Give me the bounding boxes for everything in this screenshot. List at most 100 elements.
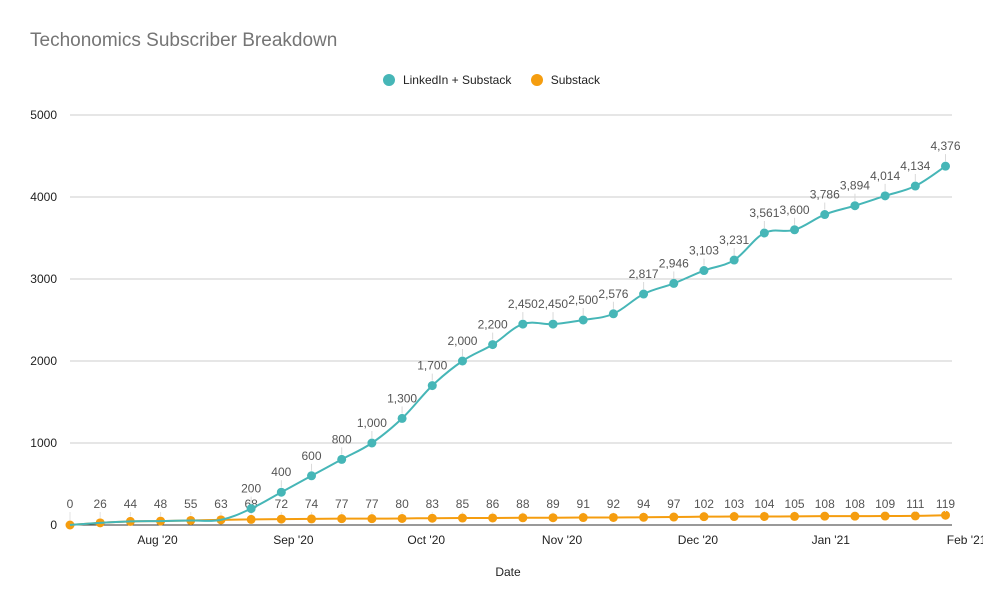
- data-point: [246, 514, 256, 524]
- data-point: [548, 319, 558, 329]
- data-point: [307, 471, 317, 481]
- data-label: 2,500: [568, 293, 598, 307]
- data-label: 4,376: [930, 139, 960, 153]
- data-label: 200: [241, 482, 261, 496]
- data-label: 94: [637, 497, 651, 511]
- y-tick-label: 1000: [30, 436, 57, 450]
- data-point: [729, 255, 739, 265]
- data-label: 108: [845, 497, 865, 511]
- legend-marker-substack: [530, 74, 543, 86]
- data-point: [910, 181, 920, 191]
- data-label: 55: [184, 497, 198, 511]
- data-point: [307, 514, 317, 524]
- data-point: [759, 228, 769, 238]
- data-label: 111: [906, 497, 925, 511]
- data-point: [427, 513, 437, 523]
- data-point: [941, 161, 950, 171]
- data-label: 77: [335, 497, 349, 511]
- data-point: [608, 309, 618, 319]
- data-label: 74: [305, 497, 319, 511]
- data-label: 3,561: [749, 206, 779, 220]
- data-point: [367, 514, 377, 524]
- legend-item-linkedin-substack[interactable]: LinkedIn + Substack: [382, 73, 511, 87]
- data-label: 119: [936, 497, 955, 511]
- data-label: 3,231: [719, 233, 749, 247]
- data-label: 77: [365, 497, 379, 511]
- data-label: 3,894: [840, 179, 870, 193]
- data-point: [578, 315, 588, 325]
- data-point: [457, 356, 467, 366]
- data-point: [276, 514, 286, 524]
- x-tick-label: Aug '20: [137, 533, 178, 547]
- data-point: [367, 438, 377, 448]
- series-line-linkedin-substack: [69, 165, 947, 526]
- data-point: [397, 413, 407, 423]
- data-label: 2,200: [478, 318, 508, 332]
- data-point: [639, 512, 649, 522]
- data-point: [608, 512, 618, 522]
- data-point: [457, 513, 467, 523]
- series-substack: 0 26 44 48 55 63 68 72 74 77 77 80 83 85 86 88 89 91 92 94 9…: [65, 497, 955, 530]
- data-point: [880, 511, 890, 521]
- y-tick-label: 0: [50, 518, 57, 532]
- series-group: 0 26 44 48 55 63 68 72 74 77 77 80 83 85 86 88 89 91 92 94 9…: [65, 139, 961, 530]
- data-point: [578, 513, 588, 523]
- data-label: 0: [67, 497, 74, 511]
- x-tick-label: Sep '20: [273, 533, 314, 547]
- data-point: [699, 266, 709, 276]
- y-tick-label: 4000: [30, 190, 57, 204]
- data-point: [790, 225, 800, 235]
- chart-title: Techonomics Subscriber Breakdown: [30, 30, 338, 51]
- data-label: 103: [724, 497, 744, 511]
- x-axis-title: Date: [495, 565, 521, 579]
- series-linkedin-substack: 2004006008001,0001,3001,7002,0002,2002,4…: [69, 139, 961, 526]
- x-tick-label: Oct '20: [407, 533, 445, 547]
- data-point: [941, 510, 950, 520]
- data-point: [880, 191, 890, 201]
- data-point: [729, 512, 739, 522]
- data-label: 44: [124, 497, 138, 511]
- data-label: 4,014: [870, 169, 900, 183]
- data-label: 72: [275, 497, 289, 511]
- data-label: 108: [815, 497, 835, 511]
- data-point: [488, 340, 498, 350]
- data-label: 400: [271, 465, 291, 479]
- legend-label-substack: Substack: [550, 73, 601, 87]
- data-label: 48: [154, 497, 168, 511]
- legend: LinkedIn + Substack Substack: [0, 73, 983, 89]
- data-point: [669, 278, 679, 288]
- x-tick-label: Nov '20: [542, 533, 583, 547]
- data-label: 89: [546, 497, 560, 511]
- data-label: 800: [332, 432, 352, 446]
- data-label: 3,600: [780, 203, 810, 217]
- data-label: 92: [607, 497, 621, 511]
- data-point: [548, 513, 558, 523]
- data-label: 104: [754, 497, 774, 511]
- data-point: [397, 513, 407, 523]
- data-point: [518, 319, 528, 329]
- y-tick-label: 3000: [30, 272, 57, 286]
- y-tick-label: 5000: [30, 108, 57, 122]
- data-label: 105: [785, 497, 805, 511]
- data-point: [820, 210, 830, 220]
- data-label: 80: [395, 497, 409, 511]
- data-label: 102: [694, 497, 714, 511]
- data-label: 1,300: [387, 391, 417, 405]
- data-point: [337, 514, 347, 524]
- legend-item-substack[interactable]: Substack: [530, 73, 601, 87]
- x-tick-label: Dec '20: [678, 533, 719, 547]
- data-label: 2,000: [447, 334, 477, 348]
- data-point: [759, 511, 769, 521]
- data-label: 2,576: [598, 287, 628, 301]
- data-label: 83: [426, 497, 440, 511]
- data-label: 97: [667, 497, 681, 511]
- data-point: [820, 511, 830, 521]
- data-label: 2,450: [538, 297, 568, 311]
- legend-marker-linkedin-substack: [382, 74, 395, 86]
- data-label: 85: [456, 497, 470, 511]
- data-point: [790, 511, 800, 521]
- data-point: [337, 454, 347, 464]
- data-label: 109: [875, 497, 895, 511]
- data-point: [850, 511, 860, 521]
